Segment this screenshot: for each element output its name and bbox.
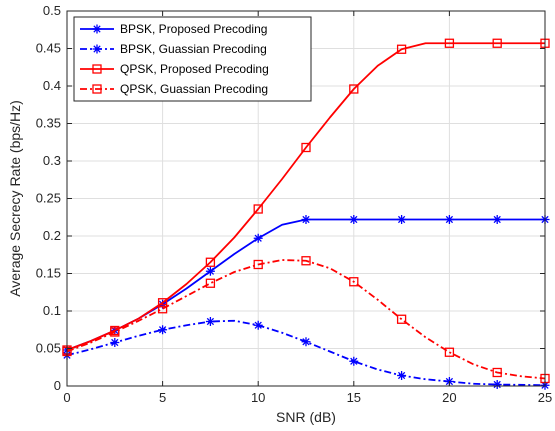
x-tick-label: 0: [63, 390, 70, 405]
legend-box: [73, 16, 312, 102]
legend-label: BPSK, Proposed Precoding: [120, 22, 267, 36]
data-point: [396, 44, 407, 54]
data-point: [92, 44, 102, 54]
series-line: [66, 42, 545, 351]
data-point: [444, 347, 455, 357]
data-point: [301, 337, 311, 347]
data-point: [205, 257, 216, 267]
data-point: [301, 142, 311, 153]
x-tick-label: 5: [159, 390, 166, 405]
y-tick-label: 0.35: [36, 116, 61, 131]
x-tick-label: 10: [251, 390, 265, 405]
y-tick-label: 0.15: [36, 266, 61, 281]
data-point: [110, 327, 120, 337]
data-point: [397, 215, 407, 224]
data-point: [349, 277, 359, 287]
y-tick-label: 0.45: [36, 41, 61, 56]
data-point: [92, 84, 102, 94]
data-point: [349, 356, 359, 366]
series: [62, 38, 550, 355]
legend-entry: QPSK, Proposed Precoding: [80, 62, 269, 76]
data-point: [492, 380, 502, 389]
data-point: [253, 320, 263, 330]
x-tick-label: 25: [538, 390, 552, 405]
legend-label: QPSK, Guassian Precoding: [120, 82, 268, 96]
data-point: [158, 325, 168, 335]
y-tick-label: 0.3: [43, 153, 61, 168]
legend-entry: BPSK, Proposed Precoding: [80, 22, 267, 36]
data-point: [492, 38, 502, 48]
legend-label: BPSK, Guassian Precoding: [120, 42, 267, 56]
y-tick-label: 0.1: [43, 303, 61, 318]
data-point: [205, 317, 215, 326]
data-point: [492, 367, 502, 378]
data-point: [205, 278, 216, 288]
data-point: [301, 256, 311, 266]
data-point: [253, 233, 263, 243]
y-tick-label: 0.2: [43, 228, 61, 243]
data-point: [349, 215, 359, 224]
x-tick-label: 15: [347, 390, 361, 405]
x-axis-label: SNR (dB): [276, 409, 336, 425]
legend-entry: QPSK, Guassian Precoding: [80, 82, 268, 96]
legend: BPSK, Proposed Precoding BPSK, Guassian P…: [73, 16, 312, 102]
axis-ticks: 0 5 10 15 20 25 0 0.05 0.1 0.15 0.2 0.25 0.3 0.35 0.4 0…: [36, 3, 553, 405]
data-point: [92, 64, 102, 74]
data-point: [397, 371, 407, 380]
series-group: [62, 38, 550, 390]
x-tick-label: 20: [442, 390, 456, 405]
legend-label: QPSK, Proposed Precoding: [120, 62, 269, 76]
data-point: [92, 24, 102, 34]
data-point: [444, 215, 454, 224]
y-tick-label: 0: [54, 378, 61, 393]
y-axis-label: Average Secrecy Rate (bps/Hz): [7, 100, 23, 297]
data-point: [253, 204, 263, 214]
legend-entry: BPSK, Guassian Precoding: [80, 42, 267, 56]
data-point: [444, 38, 455, 48]
y-tick-label: 0.5: [43, 3, 61, 18]
data-point: [301, 215, 311, 224]
data-point: [205, 266, 215, 276]
data-point: [253, 259, 263, 270]
data-point: [110, 338, 120, 347]
y-tick-label: 0.25: [36, 191, 61, 206]
data-point: [349, 84, 359, 94]
y-tick-label: 0.4: [43, 78, 61, 93]
data-point: [157, 304, 168, 314]
data-point: [492, 215, 502, 224]
series-line: [66, 259, 546, 380]
y-tick-label: 0.05: [36, 341, 61, 356]
data-point: [396, 314, 407, 324]
data-point: [157, 298, 168, 308]
